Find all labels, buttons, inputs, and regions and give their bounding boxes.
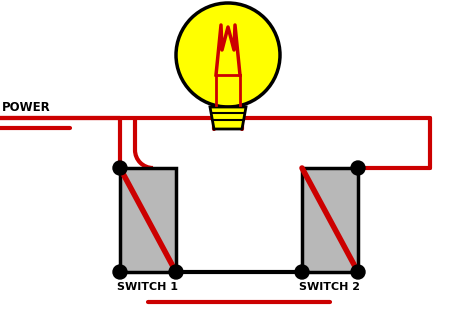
- Text: POWER: POWER: [2, 101, 51, 114]
- Text: SWITCH 1: SWITCH 1: [117, 282, 178, 292]
- Bar: [120, 168, 176, 272]
- Circle shape: [169, 265, 182, 279]
- Circle shape: [350, 265, 364, 279]
- Text: SWITCH 2: SWITCH 2: [299, 282, 360, 292]
- Circle shape: [113, 161, 127, 175]
- Circle shape: [113, 265, 127, 279]
- Circle shape: [176, 3, 279, 107]
- Circle shape: [294, 265, 308, 279]
- Polygon shape: [210, 107, 245, 129]
- Circle shape: [350, 161, 364, 175]
- Bar: [301, 168, 357, 272]
